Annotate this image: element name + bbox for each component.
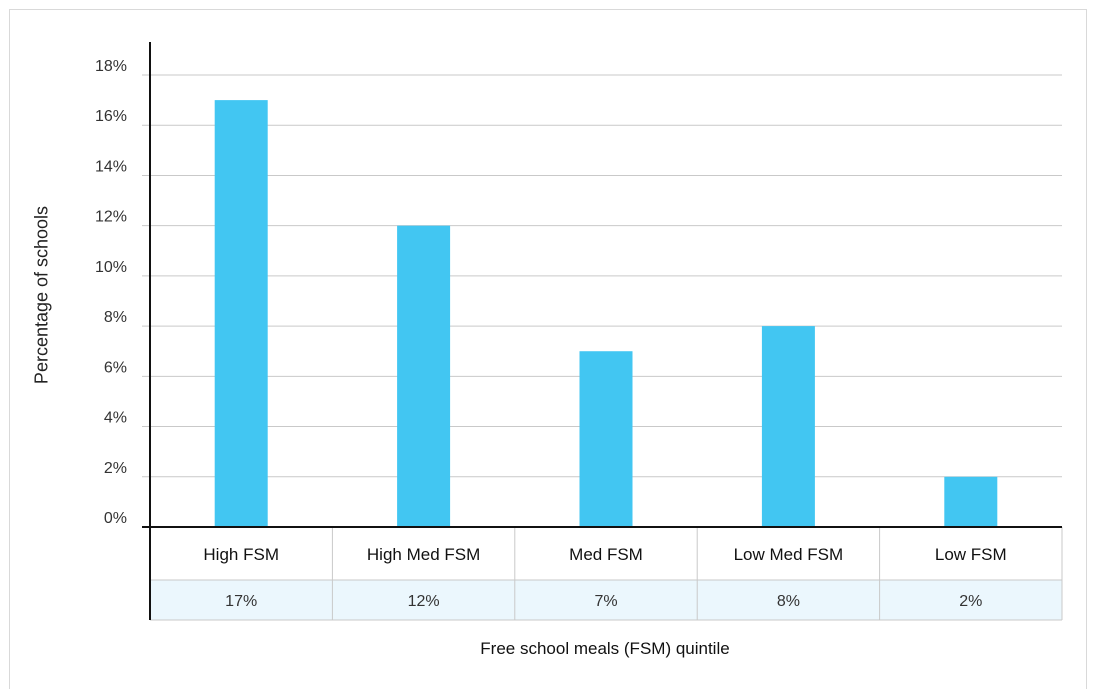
category-label: High Med FSM	[367, 545, 480, 564]
y-tick-label: 2%	[104, 460, 127, 477]
y-tick-labels: 0% 2% 4% 6% 8% 10% 12% 14% 16% 18%	[95, 58, 127, 527]
category-label: Low FSM	[935, 545, 1007, 564]
y-tick-label: 0%	[104, 510, 127, 527]
value-label: 2%	[959, 593, 982, 610]
y-tick-label: 16%	[95, 108, 127, 125]
chart-frame	[9, 9, 1087, 689]
y-tick-label: 14%	[95, 158, 127, 175]
bar	[214, 100, 268, 527]
table-value-row	[150, 580, 1062, 620]
bar	[579, 351, 633, 527]
y-tick-label: 18%	[95, 58, 127, 75]
data-table: High FSM 17% High Med FSM 12% Med FSM 7% Low M…	[142, 42, 1063, 621]
category-label: High FSM	[203, 545, 279, 564]
bar	[944, 476, 998, 527]
value-label: 7%	[594, 593, 617, 610]
x-axis-label: Free school meals (FSM) quintile	[480, 639, 729, 658]
value-label: 17%	[225, 593, 257, 610]
bar	[761, 326, 815, 527]
gridlines	[142, 74, 1062, 478]
y-tick-label: 10%	[95, 259, 127, 276]
bar	[397, 225, 451, 527]
bars	[214, 100, 998, 527]
value-label: 12%	[408, 593, 440, 610]
category-label: Med FSM	[569, 545, 643, 564]
y-tick-label: 12%	[95, 209, 127, 226]
y-tick-label: 4%	[104, 410, 127, 427]
y-tick-label: 6%	[104, 359, 127, 376]
category-label: Low Med FSM	[734, 545, 844, 564]
value-label: 8%	[777, 593, 800, 610]
y-tick-label: 8%	[104, 309, 127, 326]
